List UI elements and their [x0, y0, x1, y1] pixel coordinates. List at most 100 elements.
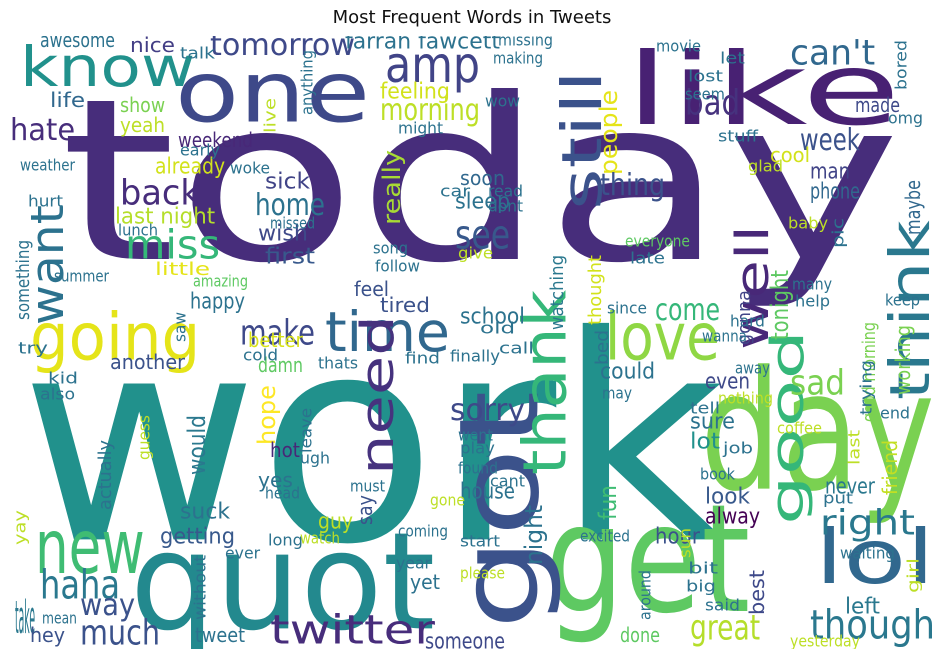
word-thing: thing [600, 167, 666, 203]
word-guy: guy [318, 508, 354, 534]
word-already: already [155, 153, 226, 179]
word-farrah-fawcett: farrah fawcett [345, 36, 500, 54]
word-get: get [545, 471, 751, 647]
word-life: life [50, 88, 86, 112]
word-nice: nice [130, 36, 175, 57]
word-like: like [625, 36, 901, 148]
word-call: call [499, 338, 534, 358]
word-live: live [260, 97, 280, 133]
word-ugh: ugh [300, 448, 331, 468]
word-happy: happy [190, 288, 245, 314]
word-girl: girl [903, 557, 923, 593]
word-guess: guess [134, 415, 154, 460]
word-school: school [460, 303, 525, 329]
word-song: song [373, 238, 409, 258]
word-gone: gone [430, 490, 465, 510]
word-left: left [845, 593, 880, 619]
word-tomorrow: tomorrow [210, 36, 356, 63]
word-bad: bad [685, 81, 741, 123]
word-morning: morning [380, 92, 480, 128]
word-last: last [844, 429, 864, 465]
word-watch: watch [300, 528, 340, 548]
word-coffee: coffee [777, 418, 823, 438]
word-job: job [723, 438, 754, 458]
word-glad: glad [748, 156, 784, 176]
word-cool: cool [770, 143, 811, 167]
word-woke: woke [230, 158, 270, 178]
word-better: better [248, 328, 304, 352]
word-keep: keep [885, 290, 920, 310]
word-can-t: can't [790, 36, 876, 73]
word-talk: talk [180, 43, 216, 63]
word-found: found [458, 458, 498, 478]
word-year: year [396, 553, 432, 573]
word-man: man [810, 158, 851, 184]
word-hurt: hurt [28, 191, 64, 211]
word-soon: soon [460, 166, 505, 190]
word-make: make [240, 311, 315, 353]
word-thought: thought [584, 254, 606, 325]
word-tell: tell [690, 398, 721, 418]
word-back: back [120, 171, 200, 213]
word-nothing: nothing [718, 388, 773, 408]
word-yes: yes [258, 468, 293, 492]
word-excited: excited [580, 526, 631, 546]
word-follow: follow [375, 256, 420, 276]
word-tonight: tonight [765, 270, 794, 340]
word-yeah: yeah [120, 113, 166, 137]
word-right: right [820, 501, 915, 543]
word-bed: bed [591, 329, 613, 365]
word-look: look [705, 483, 751, 509]
word-cold: cold [243, 345, 279, 365]
word-even: even [705, 368, 750, 394]
word-today: today [60, 49, 901, 313]
word-twitter: twitter [270, 606, 435, 649]
word-give: give [458, 243, 493, 263]
word-bit: bit [688, 558, 719, 578]
word-could: could [600, 358, 655, 384]
word-week: week [800, 122, 860, 158]
word-maybe: maybe [901, 180, 925, 235]
word-hot: hot [270, 438, 300, 462]
word-car: car [440, 181, 471, 201]
word-big: big [686, 576, 716, 596]
word-really: really [377, 149, 406, 225]
word-friend: friend [878, 439, 902, 495]
word-sorry: sorry [450, 392, 525, 428]
word-trying: trying [856, 359, 876, 415]
word-tired: tired [380, 293, 430, 317]
word-dont: dont [488, 196, 524, 216]
word-everyone: everyone [625, 231, 690, 251]
word-omg: omg [888, 108, 924, 128]
word-lot: lot [690, 428, 721, 454]
word-hour: hour [655, 523, 701, 549]
word-yesterday: yesterday [790, 631, 860, 649]
word-summer: summer [54, 266, 109, 286]
word-sure: sure [690, 408, 735, 434]
word-alway: alway [705, 503, 761, 529]
word-seem: seem [685, 84, 725, 104]
word-went: went [458, 425, 493, 445]
word-feeling: feeling [380, 78, 450, 104]
word-night: night [519, 504, 548, 565]
word-anything: anything [297, 49, 317, 115]
word-going: going [30, 299, 201, 376]
word-little: little [155, 258, 211, 280]
word-away: away [735, 358, 770, 378]
word-weather: weather [20, 155, 75, 175]
word-never: never [825, 473, 875, 499]
word-come: come [655, 292, 721, 328]
word-cant: cant [490, 471, 525, 491]
word-getting: getting [160, 523, 236, 549]
word-mean: mean [42, 608, 77, 628]
word-movie: movie [656, 36, 702, 56]
word-cloud: today work get got like day quot one good going kn… [11, 36, 933, 649]
word-also: also [40, 384, 76, 404]
word-first: first [265, 243, 316, 269]
word-yay: yay [11, 510, 30, 545]
word-people: people [594, 90, 623, 175]
word-ever: ever [225, 543, 261, 563]
word-waiting: waiting [840, 543, 895, 563]
word-kid: kid [48, 368, 79, 388]
word-stuff: stuff [718, 126, 758, 146]
